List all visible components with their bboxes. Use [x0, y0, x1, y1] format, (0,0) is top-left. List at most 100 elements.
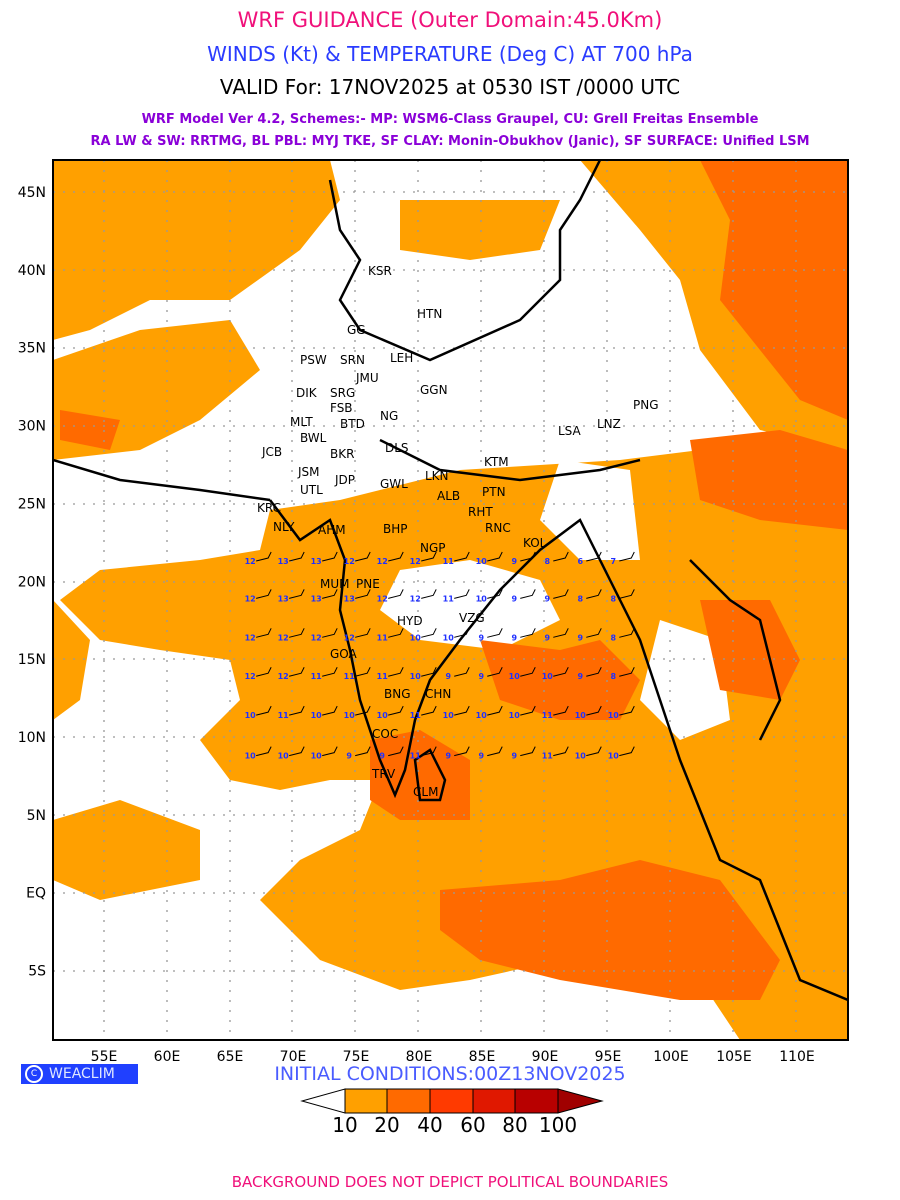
wind-barb — [586, 551, 602, 562]
longitude-label: 75E — [343, 1049, 370, 1065]
wind-barb — [256, 746, 272, 757]
city-label: LSA — [558, 424, 582, 438]
wind-barb — [553, 589, 569, 599]
city-label: RNC — [485, 521, 511, 535]
temperature-value: 12 — [410, 557, 421, 566]
latitude-label: 5N — [27, 808, 46, 824]
wind-barb — [586, 667, 602, 677]
temperature-value: 9 — [379, 752, 385, 761]
temperature-value: 10 — [509, 711, 521, 720]
temperature-value: 6 — [577, 557, 583, 566]
temperature-value: 10 — [608, 752, 620, 761]
wind-barb — [454, 628, 470, 638]
temperature-value: 10 — [410, 633, 422, 642]
wind-barb — [454, 667, 470, 677]
colorbar-tick: 80 — [502, 1113, 528, 1137]
temperature-value: 13 — [278, 557, 289, 566]
colorbar-swatch — [514, 1088, 559, 1114]
city-label: KRC — [257, 501, 281, 515]
temperature-value: 11 — [410, 752, 422, 761]
wind-barb — [421, 705, 437, 716]
temperature-value: 9 — [478, 672, 484, 681]
wind-barb — [619, 746, 635, 757]
wind-barb — [289, 551, 305, 562]
disclaimer-footer: BACKGROUND DOES NOT DEPICT POLITICAL BOU… — [231, 1173, 669, 1191]
city-label: JSM — [297, 465, 320, 479]
city-label: LNZ — [597, 417, 621, 431]
wind-barb — [289, 589, 305, 599]
wind-barb — [619, 551, 635, 562]
temperature-value: 9 — [478, 752, 484, 761]
latitude-label: 30N — [18, 419, 46, 435]
wind-barb — [454, 551, 470, 562]
wind-barb — [487, 589, 503, 599]
wind-barb — [289, 705, 305, 716]
temperature-value: 9 — [445, 672, 451, 681]
wind-barb — [487, 705, 503, 716]
wind-barb — [256, 667, 272, 677]
longitude-label: 85E — [469, 1049, 496, 1065]
temperature-value: 9 — [445, 752, 451, 761]
wind-barb — [553, 551, 569, 562]
wind-barb — [421, 589, 437, 599]
wind-barb — [355, 589, 371, 599]
temperature-value: 11 — [443, 557, 455, 566]
colorbar-swatch — [429, 1088, 474, 1114]
colorbar-tick: 100 — [538, 1113, 578, 1137]
temperature-value: 8 — [611, 594, 617, 603]
city-label: KSR — [368, 264, 392, 278]
temperature-value: 11 — [542, 752, 554, 761]
longitude-label: 65E — [217, 1049, 244, 1065]
credit-text: WEACLIM — [49, 1066, 115, 1082]
temperature-value: 11 — [410, 711, 422, 720]
temperature-value: 9 — [511, 752, 517, 761]
temperature-value: 10 — [476, 594, 488, 603]
city-label: NGP — [420, 541, 446, 555]
wind-barb — [355, 705, 371, 716]
longitude-label: 60E — [154, 1049, 181, 1065]
temperature-value: 10 — [575, 752, 587, 761]
city-label: TRV — [371, 767, 396, 781]
city-label: KOL — [523, 536, 547, 550]
temperature-value: 12 — [245, 557, 256, 566]
wind-barb — [355, 667, 371, 677]
temperature-value: 13 — [311, 557, 322, 566]
temperature-value: 11 — [443, 594, 455, 603]
wind-barb — [388, 589, 404, 599]
latitude-label: 45N — [18, 185, 46, 201]
longitude-label: 90E — [532, 1049, 559, 1065]
wind-barb — [322, 551, 338, 562]
city-label: LEH — [390, 351, 413, 365]
city-label: HYD — [397, 614, 423, 628]
latitude-label: 25N — [18, 496, 46, 512]
temperature-value: 12 — [245, 672, 256, 681]
city-label: MUM — [320, 577, 350, 591]
wind-barb — [586, 589, 602, 599]
city-label: KTM — [484, 455, 509, 469]
wind-barb — [256, 551, 272, 562]
city-label: BTD — [340, 417, 365, 431]
city-label: CHN — [425, 687, 451, 701]
temperature-value: 10 — [311, 752, 323, 761]
latitude-label: 5S — [28, 964, 46, 980]
chart-subtitle: WINDS (Kt) & TEMPERATURE (Deg C) AT 700 … — [207, 42, 693, 66]
city-label: GOA — [330, 647, 358, 661]
temperature-value: 10 — [311, 711, 323, 720]
temperature-value: 10 — [245, 711, 257, 720]
city-label: JCB — [261, 445, 282, 459]
map-frame — [52, 159, 849, 1041]
city-label: FSB — [330, 401, 353, 415]
wind-barb — [322, 705, 338, 716]
colorbar-tick: 20 — [374, 1113, 400, 1137]
city-label: DLS — [385, 441, 409, 455]
temperature-value: 8 — [577, 594, 583, 603]
wind-barb — [388, 667, 404, 677]
wind-barb — [586, 705, 602, 716]
wind-barb — [487, 628, 503, 638]
city-label: CLM — [413, 785, 438, 799]
chart-title: WRF GUIDANCE (Outer Domain:45.0Km) — [237, 8, 663, 32]
wind-barb — [586, 746, 602, 757]
temperature-value: 10 — [344, 711, 356, 720]
longitude-label: 55E — [91, 1049, 118, 1065]
